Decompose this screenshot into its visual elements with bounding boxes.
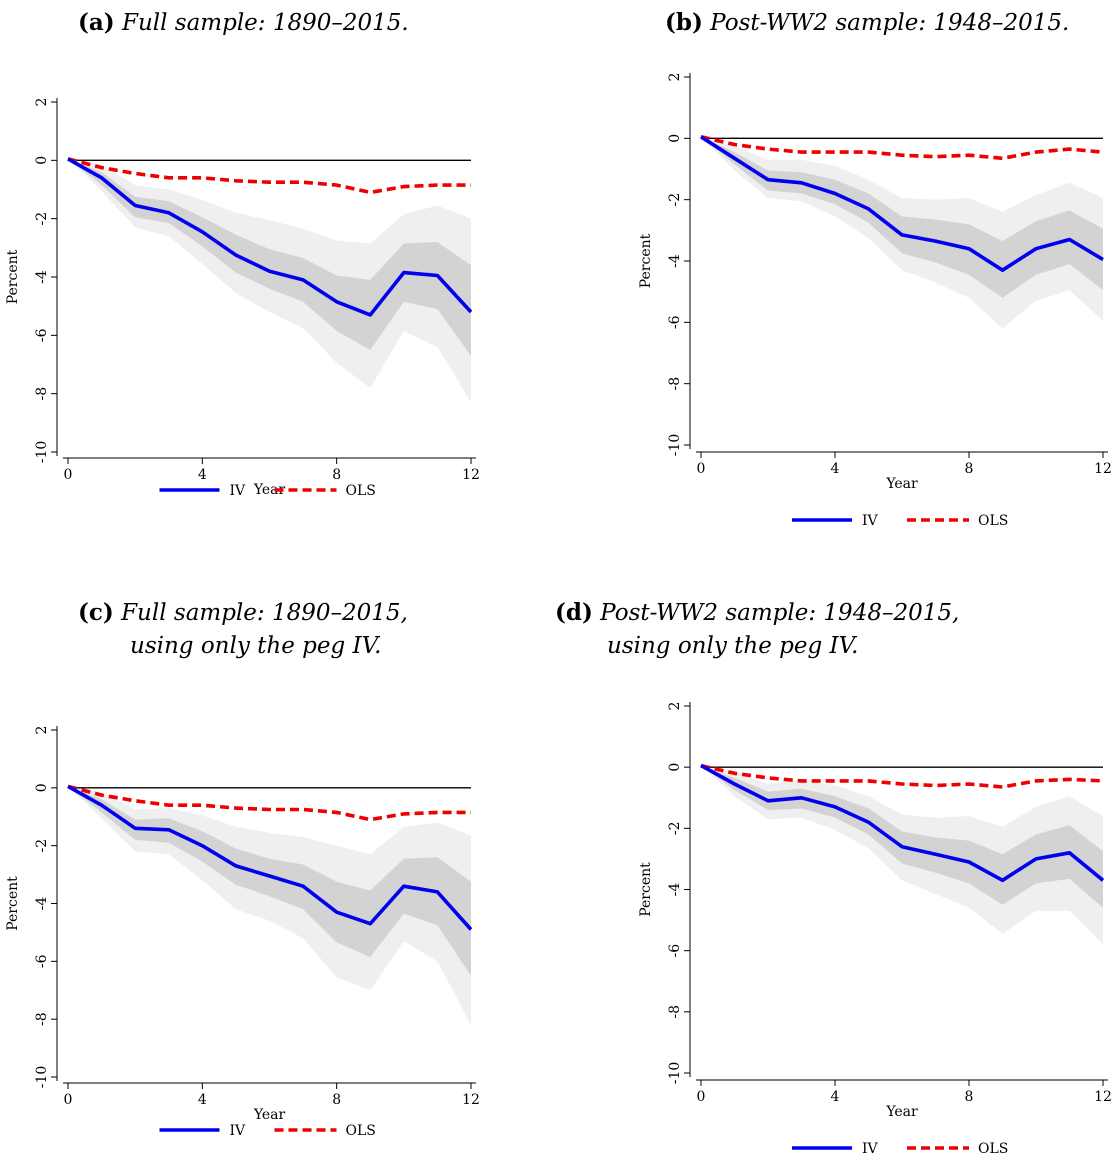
ols-line (67, 784, 471, 822)
y-tick-label: 0 (667, 134, 683, 143)
panel-title: Full sample: 1890–2015. (121, 10, 409, 36)
chart-panel-a: 2 0 -2 -4 -6 -8 -10 0 4 8 12 Year Percent IV OLS (0, 70, 500, 510)
iv-confidence-band-90 (68, 786, 471, 1025)
legend-ols-label: OLS (346, 1123, 376, 1139)
panel-label: (a) (78, 9, 115, 36)
y-tick-label: -8 (667, 377, 683, 391)
y-tick-label: -4 (667, 254, 683, 268)
y-tick-label: 0 (34, 156, 50, 165)
y-tick-label: -6 (667, 944, 683, 958)
panel-title-line2: using only the peg IV. (607, 633, 859, 659)
iv-line (700, 764, 1105, 883)
panel-caption: (c) Full sample: 1890–2015, using only t… (78, 596, 408, 663)
x-tick-label: 12 (1094, 461, 1112, 477)
ols-line (700, 135, 1104, 161)
y-tick-label: -4 (34, 270, 50, 284)
y-tick-label: -4 (667, 883, 683, 897)
y-axis-label: Percent (5, 249, 21, 304)
legend-ols-label: OLS (346, 483, 376, 499)
x-tick-label: 12 (462, 1092, 480, 1108)
y-tick-label: 2 (667, 702, 683, 711)
panel-caption: (d) Post-WW2 sample: 1948–2015, using on… (555, 596, 959, 663)
iv-confidence-band-68 (701, 765, 1103, 908)
y-tick-label: -6 (34, 954, 50, 968)
y-tick-label: 2 (34, 726, 50, 735)
y-tick-label: -8 (34, 387, 50, 401)
y-tick-label: -4 (34, 897, 50, 911)
y-tick-label: -6 (667, 315, 683, 329)
chart-svg: 2 0 -2 -4 -6 -8 -10 0 4 8 12 Year Percent IV OLS (5, 98, 480, 499)
legend-ols-label: OLS (978, 1141, 1008, 1157)
y-tick-label: -10 (667, 1062, 683, 1085)
x-tick-label: 12 (462, 467, 480, 483)
ols-line (67, 157, 471, 195)
y-tick-label: -10 (34, 441, 50, 464)
x-tick-label: 0 (697, 461, 706, 477)
y-tick-label: 2 (34, 98, 50, 107)
y-tick-label: -8 (34, 1012, 50, 1026)
panel-title: Full sample: 1890–2015, (121, 600, 408, 626)
iv-line (67, 784, 473, 931)
x-tick-label: 4 (831, 1089, 840, 1105)
panel-label: (b) (665, 9, 703, 36)
panel-caption: (a) Full sample: 1890–2015. (78, 6, 409, 40)
y-tick-label: -2 (34, 839, 50, 853)
ols-line (700, 763, 1104, 789)
chart-panel-b: 2 0 -2 -4 -6 -8 -10 0 4 8 12 Year Percent IV OLS (635, 50, 1119, 529)
y-tick-label: -10 (667, 434, 683, 457)
x-tick-label: 8 (332, 467, 341, 483)
legend-iv-label: IV (230, 483, 247, 499)
iv-confidence-band-68 (68, 158, 471, 356)
x-axis-label: Year (885, 476, 918, 492)
y-tick-label: 0 (667, 763, 683, 772)
y-axis-label: Percent (5, 876, 21, 931)
x-tick-label: 8 (332, 1092, 341, 1108)
x-axis-label: Year (253, 482, 286, 498)
x-tick-label: 4 (198, 467, 207, 483)
iv-line (67, 157, 473, 317)
iv-confidence-band-68 (701, 136, 1103, 298)
x-tick-label: 12 (1094, 1089, 1112, 1105)
iv-confidence-band-68 (68, 786, 471, 976)
panel-title: Post-WW2 sample: 1948–2015, (600, 600, 960, 626)
panel-title-line2: using only the peg IV. (130, 633, 382, 659)
chart-svg: 2 0 -2 -4 -6 -8 -10 0 4 8 12 Year Percent IV OLS (5, 726, 480, 1139)
y-tick-label: -6 (34, 328, 50, 342)
y-tick-label: -2 (667, 822, 683, 836)
x-tick-label: 0 (697, 1089, 706, 1105)
chart-svg: 2 0 -2 -4 -6 -8 -10 0 4 8 12 Year Percent IV OLS (638, 73, 1112, 529)
legend-iv-label: IV (862, 1141, 879, 1157)
y-axis-label: Percent (638, 862, 654, 917)
x-tick-label: 0 (64, 1092, 73, 1108)
legend-iv-label: IV (230, 1123, 247, 1139)
iv-line (700, 135, 1104, 272)
panel-label: (d) (555, 599, 593, 626)
x-tick-label: 4 (198, 1092, 207, 1108)
y-tick-label: -2 (667, 193, 683, 207)
x-axis-label: Year (253, 1107, 286, 1123)
panel-caption: (b) Post-WW2 sample: 1948–2015. (665, 6, 1069, 40)
x-axis-label: Year (885, 1104, 918, 1120)
chart-panel-c: 2 0 -2 -4 -6 -8 -10 0 4 8 12 Year Percent IV OLS (0, 700, 500, 1140)
y-tick-label: 2 (667, 73, 683, 82)
x-tick-label: 0 (64, 467, 73, 483)
y-tick-label: -8 (667, 1005, 683, 1019)
chart-panel-d: 2 0 -2 -4 -6 -8 -10 0 4 8 12 Year Percent IV OLS (635, 678, 1119, 1157)
x-tick-label: 8 (965, 461, 974, 477)
y-tick-label: -2 (34, 212, 50, 226)
y-axis-label: Percent (638, 233, 654, 288)
legend-ols-label: OLS (978, 513, 1008, 529)
x-tick-label: 8 (965, 1089, 974, 1105)
chart-svg: 2 0 -2 -4 -6 -8 -10 0 4 8 12 Year Percent IV OLS (638, 702, 1112, 1157)
panel-label: (c) (78, 599, 114, 626)
legend-iv-label: IV (862, 513, 879, 529)
y-tick-label: 0 (34, 783, 50, 792)
panel-title: Post-WW2 sample: 1948–2015. (710, 10, 1070, 36)
x-tick-label: 4 (831, 461, 840, 477)
y-tick-label: -10 (34, 1066, 50, 1089)
